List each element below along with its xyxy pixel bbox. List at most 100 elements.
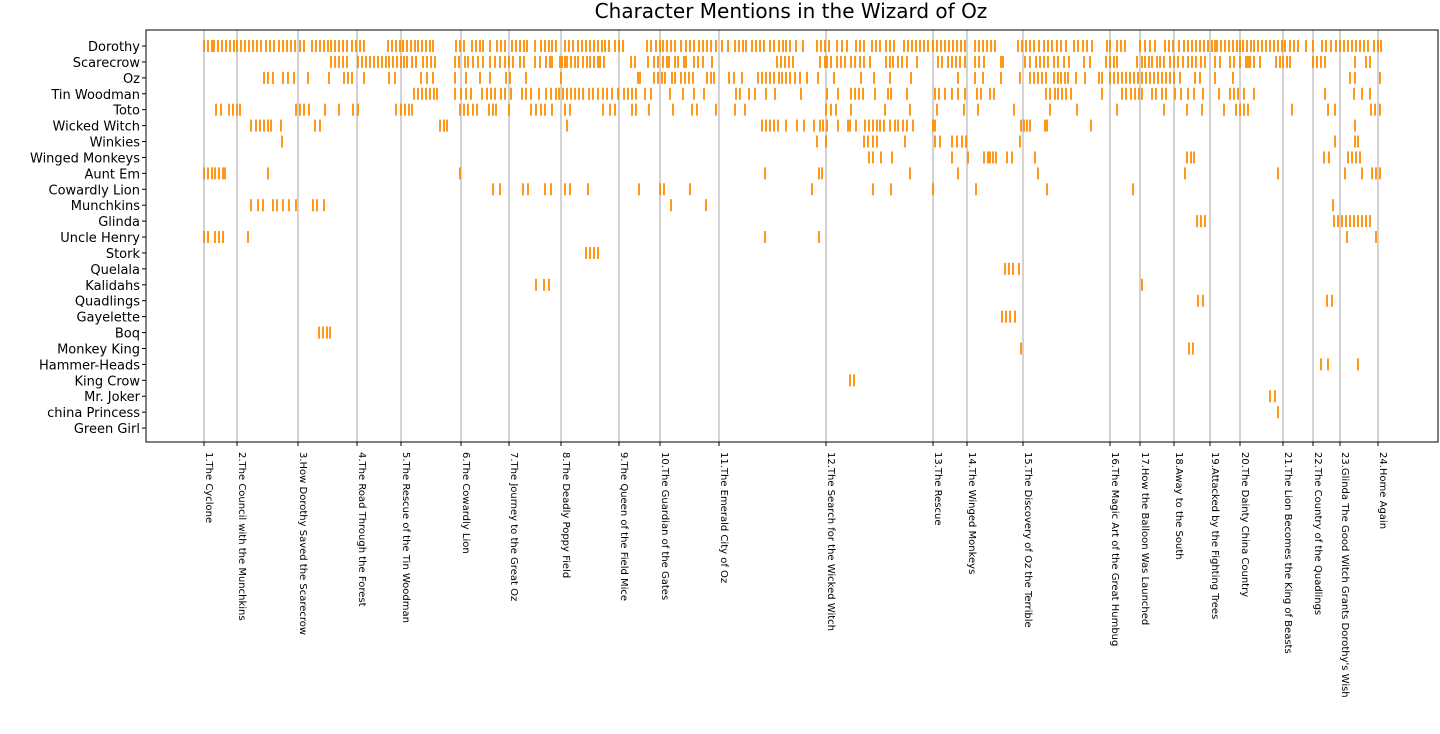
mention-mark [789, 71, 791, 84]
mention-mark [635, 103, 637, 116]
mention-mark [614, 103, 616, 116]
mention-mark [569, 103, 571, 116]
mention-mark [769, 119, 771, 132]
mention-mark [585, 246, 587, 259]
mention-mark [853, 374, 855, 387]
mention-mark [338, 40, 340, 52]
mention-mark [653, 55, 655, 68]
mention-mark [1380, 40, 1382, 52]
mention-mark [1172, 40, 1174, 52]
mention-mark [570, 87, 572, 100]
mention-mark [530, 103, 532, 116]
mention-mark [1331, 294, 1333, 307]
mention-mark [248, 40, 250, 52]
mention-mark [1013, 103, 1015, 116]
mention-mark [936, 40, 938, 52]
character-label: Tin Woodman [50, 88, 140, 103]
mention-row [1001, 310, 1016, 323]
mention-mark [1347, 40, 1349, 52]
mention-mark [1345, 215, 1347, 228]
mention-mark [644, 87, 646, 100]
mention-mark [611, 87, 613, 100]
mention-mark [751, 40, 753, 52]
mention-mark [1043, 40, 1045, 52]
mention-mark [543, 278, 545, 291]
mention-mark [728, 71, 730, 84]
mention-mark [960, 40, 962, 52]
mention-mark [713, 71, 715, 84]
mention-mark [671, 71, 673, 84]
mention-mark [769, 71, 771, 84]
mention-mark [944, 40, 946, 52]
mention-mark [222, 167, 224, 180]
mention-mark [647, 55, 649, 68]
mention-mark [236, 40, 238, 52]
mention-mark [463, 40, 465, 52]
mention-row [203, 167, 1381, 180]
mention-mark [872, 119, 874, 132]
chapter-label: 10.The Guardian of the Gates [659, 452, 670, 600]
mention-mark [1200, 55, 1202, 68]
mention-mark [280, 119, 282, 132]
mention-mark [902, 119, 904, 132]
mention-mark [693, 87, 695, 100]
mention-mark [800, 87, 802, 100]
mention-mark [252, 40, 254, 52]
mention-mark [334, 55, 336, 68]
mention-mark [1037, 71, 1039, 84]
mention-mark [1211, 40, 1213, 52]
mention-mark [897, 119, 899, 132]
mention-mark [674, 55, 676, 68]
mention-mark [203, 40, 205, 52]
mention-mark [683, 55, 685, 68]
mention-mark [534, 40, 536, 52]
mention-mark [1339, 40, 1341, 52]
mention-mark [802, 40, 804, 52]
mention-mark [568, 40, 570, 52]
mention-mark [355, 40, 357, 52]
mention-mark [903, 40, 905, 52]
mention-mark [1357, 135, 1359, 148]
mention-mark [228, 103, 230, 116]
mention-mark [685, 40, 687, 52]
mention-mark [1084, 71, 1086, 84]
mention-mark [1116, 55, 1118, 68]
mention-mark [1068, 55, 1070, 68]
mention-mark [1229, 55, 1231, 68]
mention-mark [388, 55, 390, 68]
mention-mark [1199, 40, 1201, 52]
mention-mark [1060, 40, 1062, 52]
mention-mark [511, 40, 513, 52]
mention-mark [1323, 151, 1325, 164]
mention-mark [1024, 55, 1026, 68]
mention-mark [262, 199, 264, 212]
character-label: china Princess [47, 406, 140, 421]
mention-row [250, 199, 1334, 212]
mention-mark [549, 55, 551, 68]
mention-mark [255, 119, 257, 132]
mention-mark [821, 167, 823, 180]
mention-mark [693, 55, 695, 68]
mention-mark [522, 183, 524, 196]
mention-mark [323, 199, 325, 212]
mention-mark [551, 55, 553, 68]
mention-mark [267, 71, 269, 84]
mention-mark [369, 55, 371, 68]
mention-mark [1316, 55, 1318, 68]
mention-mark [1361, 215, 1363, 228]
mention-mark [1129, 71, 1131, 84]
mention-mark [906, 55, 908, 68]
mention-mark [1145, 71, 1147, 84]
mention-mark [876, 119, 878, 132]
mention-mark [1186, 151, 1188, 164]
mention-mark [587, 183, 589, 196]
mention-mark [623, 87, 625, 100]
mention-mark [381, 55, 383, 68]
mention-mark [1377, 40, 1379, 52]
mention-mark [650, 40, 652, 52]
mention-mark [780, 55, 782, 68]
mention-mark [830, 55, 832, 68]
mention-mark [879, 40, 881, 52]
mention-mark [303, 40, 305, 52]
mention-mark [940, 40, 942, 52]
